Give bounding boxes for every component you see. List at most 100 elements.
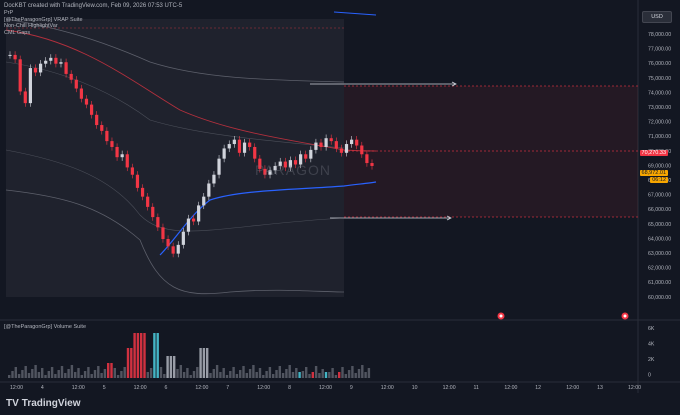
legend-line-1[interactable]: PrP	[4, 10, 14, 16]
candle-body	[28, 68, 32, 104]
volume-bar	[153, 333, 156, 378]
legend-line-3[interactable]: Non-Chill HighlightVar	[4, 23, 58, 30]
candle-body	[151, 206, 155, 218]
volume-bar	[351, 366, 354, 378]
volume-bar	[357, 369, 361, 378]
volume-bar	[17, 374, 21, 378]
volume-bar	[11, 371, 14, 378]
volume-bar	[291, 372, 295, 378]
price-axis-label: 67,000.00	[648, 193, 671, 199]
volume-bar	[57, 370, 60, 378]
volume-bar	[130, 348, 133, 378]
volume-bar	[143, 333, 146, 378]
volume-bar	[126, 348, 130, 378]
time-axis-label: 12:00	[134, 385, 147, 391]
candle-body	[344, 144, 349, 153]
time-axis-label: 12:00	[319, 385, 332, 391]
time-axis-label: 7	[226, 385, 229, 391]
time-axis-label: 12:00	[443, 385, 456, 391]
volume-bar	[24, 366, 27, 378]
time-axis-label: 12:00	[381, 385, 394, 391]
band-upper-outer	[5, 18, 345, 83]
volume-bar	[199, 348, 202, 378]
volume-bar	[60, 366, 64, 378]
volume-bar	[258, 368, 262, 378]
candle-body	[207, 183, 211, 197]
price-axis-label: 75,000.00	[648, 76, 671, 82]
price-axis-label: 69,000.00	[648, 163, 671, 169]
currency-button[interactable]: USD	[642, 11, 672, 23]
candle-body	[222, 148, 226, 159]
volume-bar	[100, 373, 103, 378]
arrow-upper-head	[451, 81, 457, 87]
candle-body	[84, 98, 89, 105]
price-axis-label: 73,000.00	[648, 105, 671, 111]
price-axis-label: 66,000.00	[648, 207, 671, 213]
band-lower-inner	[5, 149, 345, 232]
volume-bar	[149, 368, 153, 378]
volume-bar	[215, 365, 219, 378]
volume-bar	[232, 367, 235, 378]
footer-bar	[0, 393, 680, 415]
volume-bar	[77, 368, 80, 378]
legend-line-4[interactable]: CML Gaps	[4, 29, 31, 36]
time-axis-label: 12:00	[566, 385, 579, 391]
price-tag-red: 70,270.33	[639, 150, 668, 156]
volume-bar	[331, 368, 334, 378]
candle-body	[181, 231, 185, 245]
tradingview-logo[interactable]: TV TradingView	[6, 398, 81, 409]
volume-bar	[248, 369, 252, 378]
volume-bar	[90, 374, 93, 378]
volume-bar	[229, 371, 232, 378]
candle-body	[13, 54, 17, 60]
legend-line-2[interactable]: [@TheParagonGrp] VRAP Suite	[4, 16, 83, 23]
volume-bar	[169, 356, 173, 378]
candle-body	[350, 139, 354, 145]
volume-bar	[113, 368, 116, 378]
volume-pane-title[interactable]: [@TheParagonGrp] Volume Suite	[4, 324, 87, 330]
volume-bar	[222, 368, 225, 378]
candle-body	[370, 163, 374, 166]
volume-bar	[176, 369, 179, 378]
candle-body	[171, 246, 175, 254]
volume-bar	[338, 372, 341, 378]
candle-body	[197, 205, 201, 222]
time-axis-label: 10	[412, 385, 418, 391]
volume-bar	[8, 375, 11, 378]
volume-bar	[64, 373, 67, 378]
candle-body	[64, 62, 68, 74]
volume-bar	[74, 372, 77, 378]
volume-bar	[347, 370, 351, 378]
volume-bar	[295, 368, 298, 378]
candle-body	[89, 104, 94, 115]
volume-bar	[123, 367, 126, 378]
indicator-legend[interactable]: PrP [@TheParagonGrp] VRAP Suite Non-Chil…	[4, 10, 83, 36]
volume-bar	[219, 372, 222, 378]
candle-body	[69, 73, 73, 80]
price-axis-label: 78,000.00	[648, 32, 671, 38]
candle-body	[268, 170, 272, 175]
volume-bar	[41, 368, 44, 378]
volume-bar	[275, 370, 278, 378]
volume-bar	[344, 374, 347, 378]
candle-body	[120, 154, 124, 158]
chart-caption: DocKBT created with TradingView.com, Feb…	[4, 3, 183, 9]
candle-body	[105, 130, 109, 142]
price-axis-label: 64,000.00	[648, 236, 671, 242]
volume-bar	[37, 372, 41, 378]
candle-body	[324, 138, 328, 147]
candle-body	[135, 174, 140, 188]
time-axis-label: 12	[535, 385, 541, 391]
time-axis-label: 5	[103, 385, 106, 391]
volume-bar	[67, 369, 70, 378]
time-axis-label: 12:00	[10, 385, 23, 391]
time-axis-label: 13	[597, 385, 603, 391]
volume-bar	[70, 365, 74, 378]
candle-body	[293, 160, 298, 165]
volume-bar	[314, 366, 318, 378]
volume-bar	[110, 363, 113, 378]
price-axis-label: 61,000.00	[648, 280, 671, 286]
volume-bar	[21, 370, 24, 378]
